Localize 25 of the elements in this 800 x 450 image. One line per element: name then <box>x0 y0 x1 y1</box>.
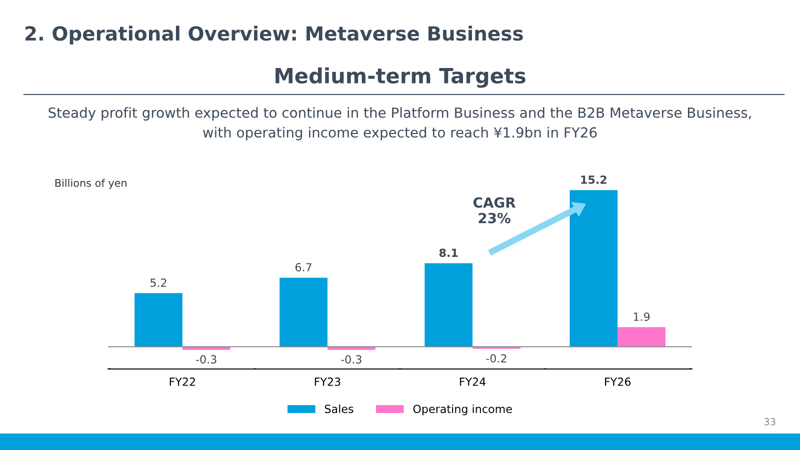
bar <box>570 190 618 347</box>
x-tick-label: FY23 <box>314 378 340 386</box>
data-label: 1.9 <box>634 312 650 321</box>
data-label: -0.3 <box>196 355 216 364</box>
x-tick-label: FY26 <box>605 378 631 386</box>
text: Steady profit growth expected to continue in the Platform Business and the B2B Metaverse Business, with operating income expected to reach ¥1.9bn in FY26 <box>48 107 751 140</box>
data-label: -0.3 <box>341 355 362 364</box>
x-tick-label: FY22 <box>170 378 195 386</box>
data-label: 5.2 <box>150 278 166 287</box>
data-label: 15.2 <box>581 175 606 184</box>
legend-label: Operating income <box>413 404 512 416</box>
x-tick-label: FY24 <box>460 378 486 386</box>
data-label: -0.2 <box>486 354 506 363</box>
legend-label: Sales <box>324 404 354 414</box>
bar <box>618 327 666 347</box>
data-label: 8.1 <box>439 248 458 258</box>
y-axis-title: Billions of yen <box>55 178 126 189</box>
data-label: 6.7 <box>295 263 312 272</box>
bar <box>134 293 182 347</box>
bar <box>424 263 473 347</box>
bar <box>280 278 328 347</box>
chart-subtitle: Medium-term Targets <box>276 67 526 88</box>
chart-title: 2. Operational Overview: Metaverse Business <box>26 26 523 45</box>
annotation: CAGR 23% <box>473 197 516 224</box>
text: 33 <box>764 418 776 426</box>
